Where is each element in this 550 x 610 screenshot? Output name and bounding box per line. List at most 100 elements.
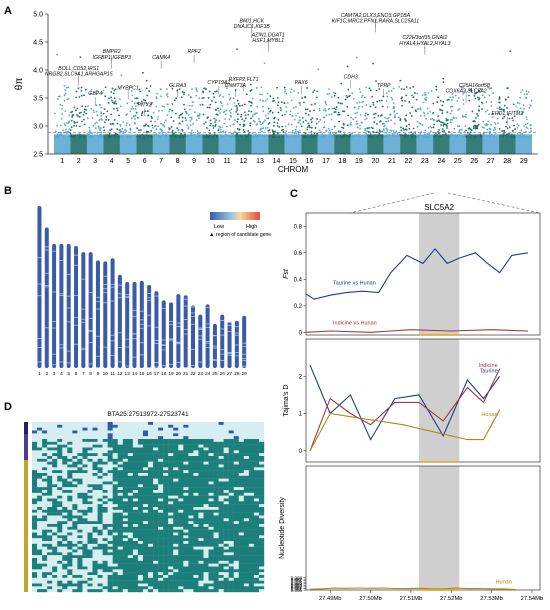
manhattan-point — [78, 115, 81, 118]
density-stripe — [242, 353, 247, 355]
haplotype-cell — [188, 441, 194, 445]
haplotype-cell — [132, 526, 139, 530]
manhattan-point — [306, 128, 309, 131]
manhattan-point — [412, 127, 415, 130]
haplotype-cell — [248, 427, 255, 431]
haplotype-cell — [37, 478, 43, 482]
haplotype-cell — [42, 538, 48, 542]
haplotype-cell — [142, 589, 149, 593]
haplotype-cell — [82, 566, 88, 570]
manhattan-point — [527, 136, 530, 138]
manhattan-point — [403, 88, 406, 91]
density-stripe — [52, 321, 57, 322]
manhattan-point — [249, 90, 252, 92]
haplotype-cell — [173, 453, 179, 457]
haplotype-cell — [42, 512, 48, 516]
haplotype-cell — [37, 526, 43, 530]
haplotype-cell — [193, 456, 199, 460]
haplotype-cell — [163, 487, 169, 491]
haplotype-cell — [52, 504, 58, 508]
haplotype-cell — [188, 490, 194, 494]
manhattan-point — [301, 116, 304, 119]
manhattan-point — [358, 88, 361, 90]
haplotype-cell — [243, 430, 250, 434]
haplotype-cell — [107, 577, 113, 581]
haplotype-cell — [117, 424, 123, 428]
manhattan-point — [485, 124, 488, 127]
manhattan-point — [361, 101, 364, 103]
haplotype-cell — [127, 478, 134, 482]
manhattan-point — [425, 98, 428, 101]
manhattan-point — [411, 136, 414, 139]
haplotype-cell — [92, 512, 98, 516]
haplotype-cell — [223, 535, 229, 539]
haplotype-cell — [163, 424, 169, 428]
haplotype-cell — [47, 583, 53, 587]
manhattan-point — [162, 134, 165, 137]
haplotype-cell — [52, 575, 58, 579]
haplotype-cell — [238, 538, 245, 542]
manhattan-point — [198, 97, 201, 100]
manhattan-point — [190, 118, 193, 120]
haplotype-cell — [37, 583, 43, 587]
haplotype-cell — [132, 569, 139, 573]
manhattan-point — [273, 100, 275, 102]
haplotype-cell — [163, 470, 169, 474]
manhattan-point — [525, 118, 528, 121]
haplotype-cell — [97, 447, 103, 451]
haplotype-cell — [82, 586, 88, 590]
haplotype-cell — [42, 580, 48, 584]
haplotype-cell — [188, 481, 194, 485]
manhattan-point — [99, 136, 102, 139]
haplotype-cell — [52, 430, 58, 434]
manhattan-point — [523, 107, 525, 110]
haplotype-cell — [228, 492, 234, 496]
manhattan-point — [106, 134, 108, 136]
haplotype-cell — [132, 572, 139, 576]
haplotype-cell — [62, 441, 68, 445]
haplotype-cell — [208, 444, 214, 448]
haplotype-cell — [57, 422, 63, 426]
manhattan-point — [444, 123, 446, 126]
manhattan-point — [233, 101, 236, 104]
haplotype-cell — [57, 436, 63, 440]
haplotype-cell — [122, 558, 129, 562]
manhattan-point — [429, 125, 432, 128]
haplotype-cell — [233, 427, 239, 431]
haplotype-cell — [92, 535, 98, 539]
haplotype-cell — [127, 518, 134, 522]
haplotype-cell — [137, 558, 144, 562]
haplotype-cell — [62, 535, 68, 539]
haplotype-cell — [137, 569, 144, 573]
haplotype-cell — [117, 490, 123, 494]
haplotype-cell — [107, 546, 113, 550]
manhattan-point — [119, 136, 122, 138]
x-tick-labels: 1 2 3 4 5 6 7 8 9 10 11 12 13 14 15 16 17 18 19 20 21 22 23 24 2… — [60, 158, 527, 165]
haplotype-cell — [163, 507, 169, 511]
haplotype-cell — [87, 541, 93, 545]
haplotype-cell — [208, 560, 214, 564]
manhattan-point — [426, 112, 429, 115]
haplotype-cell — [32, 453, 38, 457]
haplotype-cell — [183, 433, 189, 437]
haplotype-cell — [238, 555, 245, 559]
haplotype-cell — [117, 470, 123, 474]
haplotype-cell — [117, 507, 123, 511]
density-stripe — [59, 347, 64, 349]
manhattan-point — [116, 133, 119, 136]
haplotype-cell — [203, 436, 209, 440]
haplotype-cell — [52, 512, 58, 516]
haplotype-cell — [112, 555, 118, 559]
manhattan-point — [304, 95, 306, 98]
haplotype-cell — [258, 458, 265, 462]
y-tick-label: 3.0 — [33, 124, 43, 131]
haplotype-cell — [52, 481, 58, 485]
haplotype-cell — [243, 563, 250, 567]
manhattan-point — [477, 114, 479, 117]
manhattan-point — [464, 90, 467, 93]
haplotype-cell — [62, 456, 68, 460]
haplotype-cell — [188, 580, 194, 584]
haplotype-cell — [178, 484, 184, 488]
haplotype-cell — [127, 436, 134, 440]
manhattan-point — [115, 102, 118, 105]
